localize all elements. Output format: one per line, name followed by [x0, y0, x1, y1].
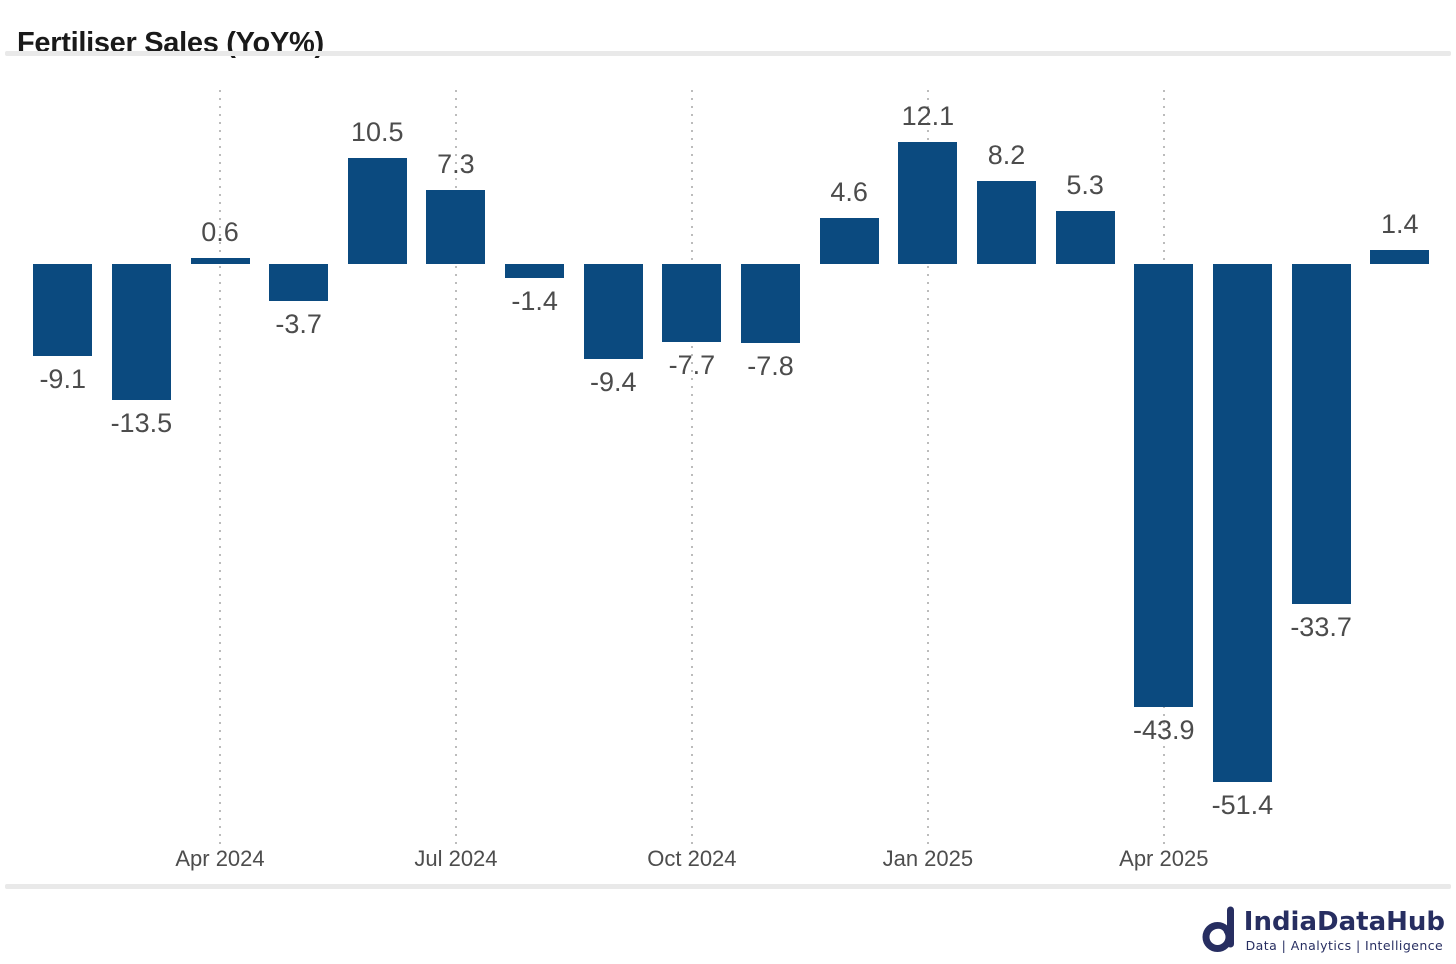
- bar-data-label: 5.3: [1066, 170, 1104, 200]
- x-axis-tick-label: Apr 2025: [1119, 846, 1209, 871]
- bar-data-label: -3.7: [275, 309, 322, 339]
- bar-data-label: -1.4: [511, 286, 558, 316]
- bar: [1055, 211, 1115, 264]
- bar-data-label: -43.9: [1133, 715, 1195, 745]
- indiadatahub-footer: IndiaDataHub Data | Analytics | Intellig…: [1202, 906, 1445, 954]
- x-axis-tick-label: Jul 2024: [414, 846, 498, 871]
- bar: [190, 258, 250, 264]
- bar-data-label: 8.2: [987, 140, 1026, 170]
- bar-data-label: -9.1: [39, 364, 86, 394]
- bar-data-label: 10.5: [351, 117, 404, 147]
- bar-data-label: -13.5: [110, 408, 173, 438]
- bar: [1370, 250, 1430, 264]
- gridline: [690, 90, 693, 845]
- bar: [111, 264, 171, 400]
- indiadatahub-logo-icon: [1202, 906, 1234, 952]
- bar: [505, 264, 565, 278]
- bar-data-label: -9.4: [589, 367, 637, 397]
- x-axis-tick-label: Jan 2025: [882, 846, 974, 871]
- bar-data-label: 1.4: [1380, 209, 1419, 239]
- bar-data-label: 7.3: [437, 149, 475, 179]
- bar: [1212, 264, 1272, 782]
- bar: [1291, 264, 1351, 604]
- bar: [269, 264, 329, 301]
- bar-data-label: 0.6: [201, 217, 239, 247]
- bar: [819, 218, 879, 264]
- gridline: [926, 90, 929, 845]
- x-axis-tick-label: Apr 2024: [175, 846, 265, 871]
- bar: [1134, 264, 1194, 707]
- x-axis-tick-label: Oct 2024: [647, 846, 737, 871]
- bar-data-label: -7.7: [668, 350, 716, 380]
- gridline: [454, 90, 457, 845]
- bar: [977, 181, 1036, 264]
- bar: [347, 158, 407, 264]
- bar: [741, 264, 801, 343]
- bar: [898, 142, 958, 264]
- bar: [662, 264, 722, 342]
- bar-data-label: 12.1: [901, 101, 955, 131]
- bar: [33, 264, 93, 356]
- bar-data-label: -51.4: [1211, 790, 1274, 820]
- title-divider: [5, 51, 1451, 56]
- bar: [583, 264, 643, 359]
- gridline: [219, 90, 221, 845]
- bar-data-label: -33.7: [1290, 612, 1352, 642]
- bottom-divider: [5, 884, 1451, 889]
- bar: [426, 190, 486, 264]
- bar-data-label: -7.8: [747, 351, 794, 381]
- bar-data-label: 4.6: [830, 177, 868, 207]
- brand-name: IndiaDataHub: [1243, 907, 1445, 937]
- brand-tagline: Data | Analytics | Intelligence: [1245, 938, 1444, 953]
